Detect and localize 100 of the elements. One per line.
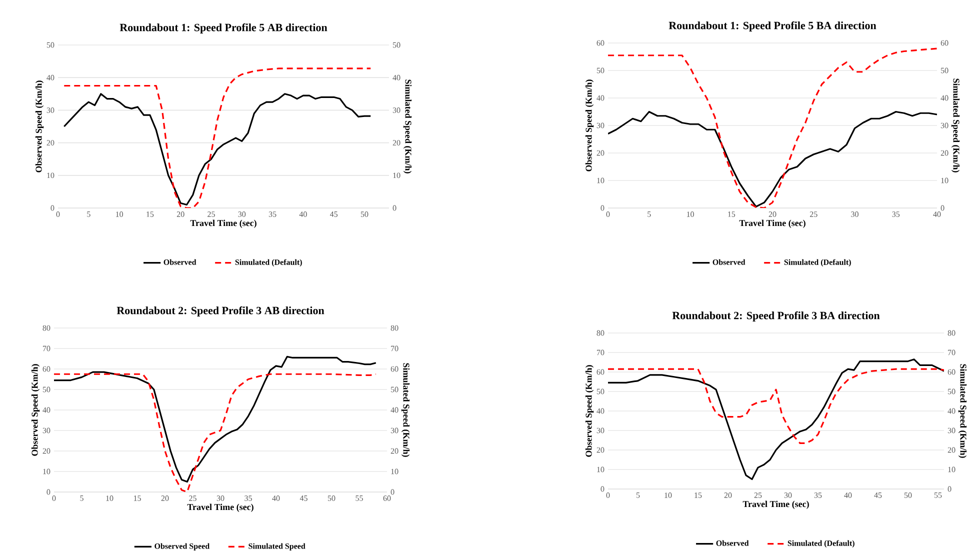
legend-label: Simulated (Default) — [235, 259, 302, 267]
x-tick-label: 55 — [356, 496, 363, 501]
y2-tick-label: 50 — [948, 388, 956, 394]
y-tick-label: 10 — [47, 172, 54, 178]
x-tick-label: 45 — [874, 492, 882, 498]
x-axis-title: Travel Time (sec) — [742, 500, 809, 509]
y-tick-label: 30 — [596, 122, 604, 128]
x-axis-title: Travel Time (sec) — [187, 504, 254, 512]
legend-label: Observed Speed — [154, 543, 210, 550]
y-tick-label: 0 — [50, 205, 54, 211]
y-tick-label: 30 — [42, 428, 50, 434]
x-tick-label: 55 — [934, 492, 942, 498]
x-tick-label: 25 — [754, 492, 762, 498]
x-tick-label: 30 — [851, 212, 858, 217]
y2-axis-title: Simulated Speed (Km/h) — [401, 363, 410, 457]
x-tick-label: 25 — [189, 496, 196, 501]
x-tick-label: 0 — [606, 212, 610, 217]
y-axis-title: Observed Speed (Km/h) — [35, 80, 44, 172]
y2-tick-label: 40 — [948, 408, 956, 414]
x-tick-label: 50 — [328, 496, 336, 501]
x-tick-label: 50 — [360, 212, 368, 217]
y-tick-label: 50 — [596, 388, 604, 394]
x-tick-label: 40 — [933, 212, 941, 217]
y-tick-label: 40 — [46, 74, 54, 80]
x-tick-label: 35 — [244, 496, 252, 501]
y-axis-title: Observed Speed (Km/h) — [585, 80, 594, 172]
line-series — [608, 368, 944, 444]
x-tick-label: 35 — [814, 492, 822, 498]
y2-tick-label: 20 — [940, 150, 948, 156]
y-tick-label: 60 — [596, 369, 604, 375]
x-tick-label: 40 — [299, 212, 307, 217]
x-tick-label: 15 — [146, 212, 154, 217]
x-tick-label: 20 — [724, 492, 732, 498]
x-tick-label: 5 — [87, 212, 90, 217]
x-tick-label: 25 — [208, 212, 215, 217]
x-tick-label: 10 — [686, 212, 694, 217]
x-tick-label: 30 — [216, 496, 224, 501]
y2-tick-label: 50 — [391, 386, 398, 392]
chart-title: Roundabout 1: Speed Profile 5 BA direction — [668, 21, 876, 32]
y2-tick-label: 40 — [392, 74, 400, 80]
y-tick-label: 50 — [42, 386, 50, 392]
legend-label: Simulated (Default) — [784, 259, 851, 267]
x-tick-label: 5 — [636, 492, 640, 498]
y-axis-title: Observed Speed (Km/h) — [585, 365, 594, 457]
y2-tick-label: 0 — [948, 486, 952, 492]
x-tick-label: 0 — [606, 492, 610, 498]
y2-axis-title: Simulated Speed (Km/h) — [951, 78, 960, 172]
x-tick-label: 25 — [810, 212, 818, 217]
y2-tick-label: 60 — [948, 369, 956, 375]
y2-tick-label: 30 — [392, 108, 400, 113]
y2-tick-label: 60 — [390, 366, 398, 372]
x-tick-label: 10 — [664, 492, 672, 498]
y2-tick-label: 20 — [390, 448, 398, 454]
y-tick-label: 80 — [596, 330, 604, 336]
y-tick-label: 40 — [596, 408, 604, 414]
y-tick-label: 40 — [42, 407, 50, 413]
x-tick-label: 45 — [300, 496, 308, 501]
legend-label: Simulated (Default) — [788, 540, 854, 548]
y2-tick-label: 20 — [392, 140, 400, 146]
y2-tick-label: 0 — [392, 205, 396, 211]
legend-label: Observed — [716, 540, 749, 546]
y-tick-label: 80 — [42, 325, 50, 331]
x-tick-label: 35 — [892, 212, 900, 217]
y-tick-label: 30 — [46, 108, 54, 113]
y-tick-label: 0 — [600, 486, 604, 492]
x-tick-label: 20 — [176, 212, 184, 217]
y-tick-label: 10 — [43, 468, 50, 474]
x-tick-label: 15 — [134, 496, 141, 501]
x-tick-label: 5 — [80, 496, 84, 501]
y-tick-label: 20 — [596, 150, 604, 156]
y2-tick-label: 80 — [948, 330, 956, 336]
x-tick-label: 5 — [648, 212, 651, 217]
y-tick-label: 50 — [596, 68, 604, 74]
x-tick-label: 35 — [268, 212, 276, 217]
y-tick-label: 60 — [42, 366, 50, 372]
x-axis-title: Travel Time (sec) — [739, 220, 806, 228]
y2-tick-label: 30 — [390, 428, 398, 434]
y-tick-label: 40 — [596, 95, 604, 101]
x-tick-label: 60 — [383, 496, 391, 501]
x-axis-title: Travel Time (sec) — [190, 220, 256, 228]
chart-title: Roundabout 1: Speed Profile 5 AB direction — [120, 23, 328, 34]
y2-tick-label: 50 — [941, 68, 948, 74]
y-tick-label: 60 — [596, 40, 604, 46]
y-tick-label: 50 — [46, 42, 54, 48]
x-tick-label: 20 — [161, 496, 169, 501]
y-tick-label: 20 — [46, 140, 54, 146]
chart-title: Roundabout 2: Speed Profile 3 AB direction — [116, 306, 324, 316]
y-axis-title: Observed Speed (Km/h) — [31, 364, 40, 456]
y2-axis-title: Simulated Speed (Km/h) — [403, 80, 412, 174]
line-series — [63, 68, 372, 208]
y2-tick-label: 20 — [948, 447, 956, 453]
y2-tick-label: 50 — [393, 42, 400, 48]
x-tick-label: 50 — [904, 492, 912, 498]
x-tick-label: 10 — [116, 212, 123, 217]
y-tick-label: 20 — [42, 448, 50, 454]
x-tick-label: 20 — [768, 212, 776, 217]
y-tick-label: 20 — [596, 447, 604, 453]
chart-title: Roundabout 2: Speed Profile 3 BA direction — [672, 311, 880, 322]
line-series — [54, 373, 377, 492]
y2-tick-label: 70 — [391, 346, 398, 352]
